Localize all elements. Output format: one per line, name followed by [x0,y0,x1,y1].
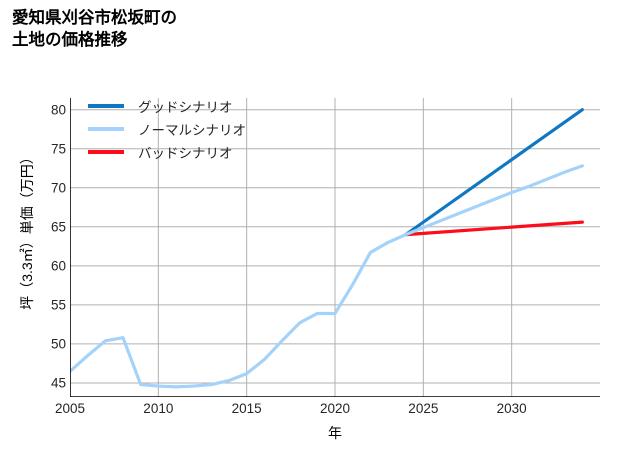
y-tick-label: 80 [50,102,66,118]
legend-swatch-bad-scenario [88,149,124,154]
legend-item-good-scenario[interactable]: グッドシナリオ [88,94,298,117]
x-tick-label: 2025 [408,401,439,416]
x-tick-label: 2020 [319,401,351,416]
x-tick-label: 2010 [143,401,174,416]
series-line [404,108,584,237]
legend-item-normal-scenario[interactable]: ノーマルシナリオ [88,117,298,140]
y-tick-labels: 45 50 55 60 65 70 75 80 [22,98,66,397]
grid-lines [70,98,600,397]
y-tick-label: 65 [50,219,66,235]
y-tick-label: 60 [50,258,66,274]
legend-label: ノーマルシナリオ [138,122,246,138]
y-tick-label: 55 [50,297,66,313]
y-tick-label: 45 [50,375,66,391]
x-axis-label: 年 [328,425,342,441]
plot-area [70,98,600,397]
legend-item-bad-scenario[interactable]: バッドシナリオ [88,140,298,163]
x-tick-label: 2030 [496,401,527,416]
x-tick-label: 2015 [231,401,262,416]
legend-label: バッドシナリオ [138,145,233,161]
y-tick-label: 50 [50,336,66,352]
y-tick-label: 70 [50,180,66,196]
x-tick-labels: 2005 2010 2015 2020 2025 2030 [55,401,600,421]
series-lines [70,108,584,389]
y-tick-label: 75 [50,141,66,157]
x-tick-label: 2005 [54,401,86,416]
plot-svg [70,98,600,397]
legend-swatch-good-scenario [88,103,124,108]
series-line [70,164,584,389]
legend-label: グッドシナリオ [138,99,233,115]
chart-legend: グッドシナリオ ノーマルシナリオ バッドシナリオ [88,94,298,163]
legend-swatch-normal-scenario [88,126,124,131]
series-line [404,220,584,237]
y-axis-label: 坪（3.3㎡）単価（万円） [19,150,35,310]
page-title: 愛知県刈谷市松坂町の 土地の価格推移 [12,9,177,49]
